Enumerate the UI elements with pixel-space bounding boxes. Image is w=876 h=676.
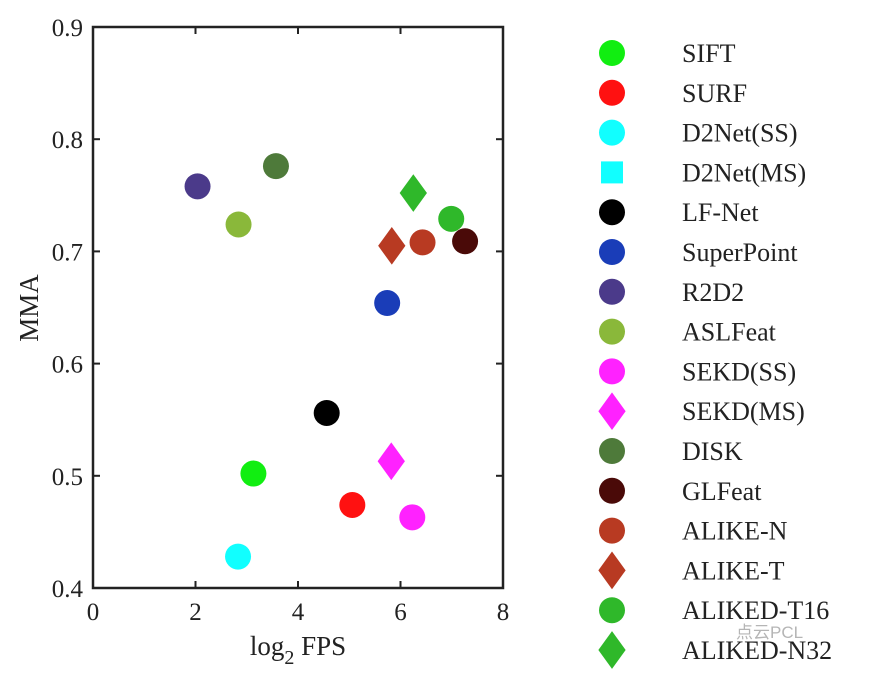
legend-marker-r2d2 (599, 278, 625, 305)
x-axis-label-fps: FPS (294, 631, 346, 661)
legend-item-alike-t: ALIKE-T (598, 551, 785, 590)
legend-marker-disk (599, 438, 625, 464)
legend-marker-surf (599, 79, 625, 106)
legend-marker-sekd-ss (599, 358, 625, 385)
legend-label: ALIKE-T (682, 556, 785, 585)
y-tick-label: 0.9 (52, 15, 83, 42)
data-point-surf (339, 491, 366, 518)
data-points (184, 153, 479, 570)
legend-item-aliked-t16: ALIKED-T16 (599, 596, 829, 625)
data-point-alike-n (409, 229, 436, 256)
legend-marker-d2net-ms (601, 161, 623, 184)
x-axis-label: log2 FPS (250, 631, 346, 669)
x-tick-label: 0 (87, 599, 100, 626)
legend-item-aslfeat: ASLFeat (599, 318, 777, 347)
legend-item-glfeat: GLFeat (599, 477, 762, 506)
legend-marker-alike-t (598, 551, 626, 590)
data-point-superpoint (374, 290, 401, 317)
x-tick-label: 6 (394, 599, 407, 626)
data-point-sift (240, 460, 267, 487)
y-tick-label: 0.5 (52, 464, 83, 491)
legend-label: SIFT (682, 39, 736, 68)
legend-label: R2D2 (682, 278, 744, 307)
y-tick-label: 0.7 (52, 239, 83, 266)
data-point-r2d2 (184, 173, 211, 200)
legend-item-surf: SURF (599, 79, 747, 108)
watermark-text: 点云PCL (736, 623, 804, 642)
legend-label: D2Net(MS) (682, 158, 806, 187)
y-tick-label: 0.8 (52, 127, 83, 154)
legend-label: D2Net(SS) (682, 119, 798, 148)
legend-label: SEKD(MS) (682, 397, 805, 426)
legend-label: ALIKED-N32 (682, 636, 832, 665)
legend-item-disk: DISK (599, 437, 743, 466)
legend-marker-alike-n (599, 517, 625, 544)
legend-item-alike-n: ALIKE-N (599, 517, 788, 546)
legend-marker-lf-net (599, 199, 625, 226)
legend-item-sekd-ss: SEKD(SS) (599, 357, 796, 386)
data-point-glfeat (452, 228, 479, 255)
x-tick-label: 2 (189, 599, 202, 626)
legend-item-d2net-ms: D2Net(MS) (601, 158, 806, 187)
x-axis-label-log: log (250, 631, 285, 661)
data-point-d2net-ss (225, 543, 252, 570)
x-tick-label: 8 (497, 599, 510, 626)
legend-marker-aslfeat (599, 318, 625, 345)
y-axis-label: MMA (14, 274, 44, 342)
legend-item-sift: SIFT (599, 39, 736, 68)
legend-label: SEKD(SS) (682, 357, 796, 386)
legend-marker-superpoint (599, 239, 625, 265)
y-axis-ticks: 0.4 0.5 0.6 0.7 0.8 0.9 (52, 15, 503, 603)
legend-label: ASLFeat (682, 318, 777, 347)
legend-item-aliked-n32: ALIKED-N32 (598, 631, 832, 669)
x-axis-label-subscript: 2 (284, 647, 294, 669)
legend-label: ALIKE-N (682, 517, 788, 546)
legend-item-d2net-ss: D2Net(SS) (599, 119, 798, 148)
data-point-sekd-ms (377, 442, 405, 481)
legend-marker-glfeat (599, 477, 625, 504)
data-point-sekd-ss (399, 504, 426, 531)
data-point-aslfeat (225, 211, 252, 238)
legend-label: GLFeat (682, 477, 762, 506)
plot-frame (91, 25, 505, 590)
legend-item-sekd-ms: SEKD(MS) (598, 392, 805, 431)
x-axis-ticks: 0 2 4 6 8 (87, 27, 510, 626)
data-point-aliked-t16 (438, 205, 465, 232)
legend-marker-sekd-ms (598, 392, 626, 431)
legend-item-lf-net: LF-Net (599, 198, 759, 227)
legend-item-r2d2: R2D2 (599, 278, 744, 307)
y-tick-label: 0.4 (52, 576, 84, 603)
legend-label: LF-Net (682, 198, 759, 227)
legend-marker-d2net-ss (599, 119, 625, 146)
legend-label: ALIKED-T16 (682, 596, 829, 625)
x-tick-label: 4 (292, 599, 305, 626)
legend-label: SuperPoint (682, 238, 798, 267)
data-point-alike-t (378, 226, 406, 265)
legend-marker-sift (599, 40, 625, 66)
legend-marker-aliked-n32 (598, 631, 626, 669)
legend-item-superpoint: SuperPoint (599, 238, 798, 267)
legend-label: SURF (682, 79, 747, 108)
y-tick-label: 0.6 (52, 352, 83, 379)
legend-label: DISK (682, 437, 743, 466)
data-point-aliked-n32 (399, 174, 427, 212)
data-point-lf-net (313, 399, 340, 426)
legend-marker-aliked-t16 (599, 597, 625, 624)
data-point-disk (262, 153, 289, 180)
legend: SIFT SURF D2Net(SS) D2Net(MS) LF-Net SuperPoi… (598, 39, 832, 669)
